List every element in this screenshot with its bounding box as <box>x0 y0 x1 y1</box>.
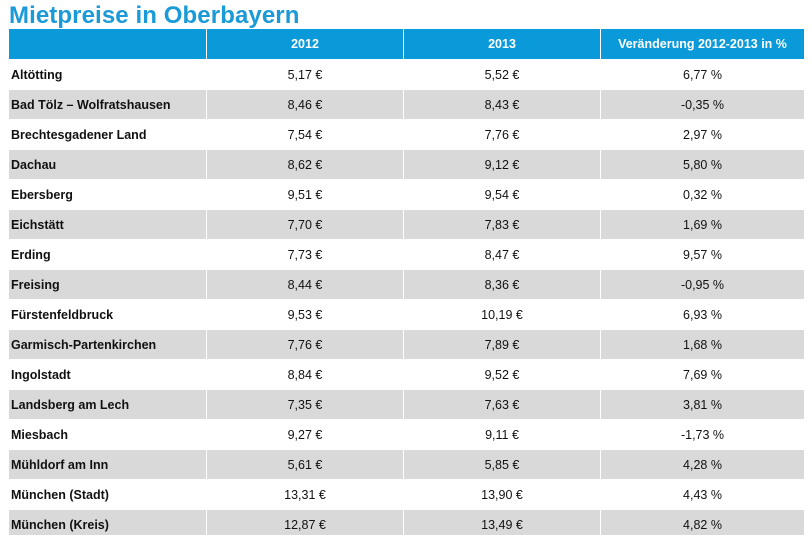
table-row: München (Stadt) 13,31 €13,90 €4,43 % <box>9 479 804 509</box>
row-change-cell: 4,82 % <box>600 509 804 535</box>
row-2012-cell: 9,53 € <box>206 299 403 329</box>
row-change-cell: 4,43 % <box>600 479 804 509</box>
row-2012-cell: 9,27 € <box>206 419 403 449</box>
page-title: Mietpreise in Oberbayern <box>9 2 300 29</box>
row-region-cell: Dachau <box>9 149 206 179</box>
row-region-cell: Bad Tölz – Wolfratshausen <box>9 89 206 119</box>
table-row: Ebersberg 9,51 €9,54 €0,32 % <box>9 179 804 209</box>
row-2012-cell: 8,44 € <box>206 269 403 299</box>
row-2013-cell: 5,85 € <box>403 449 600 479</box>
row-2012-cell: 8,84 € <box>206 359 403 389</box>
row-2012-cell: 7,73 € <box>206 239 403 269</box>
table-row: Garmisch-Partenkirchen 7,76 €7,89 €1,68 % <box>9 329 804 359</box>
row-region-cell: Mühldorf am Inn <box>9 449 206 479</box>
row-region-cell: Fürstenfeldbruck <box>9 299 206 329</box>
table-row: Mühldorf am Inn 5,61 €5,85 €4,28 % <box>9 449 804 479</box>
row-2012-cell: 8,46 € <box>206 89 403 119</box>
row-2013-cell: 8,43 € <box>403 89 600 119</box>
row-change-cell: -1,73 % <box>600 419 804 449</box>
table-header: 2012 2013 Veränderung 2012-2013 in % <box>9 29 804 59</box>
row-change-cell: -0,35 % <box>600 89 804 119</box>
row-region-cell: Garmisch-Partenkirchen <box>9 329 206 359</box>
table-row: Bad Tölz – Wolfratshausen 8,46 €8,43 € -0,… <box>9 89 804 119</box>
row-2013-cell: 8,47 € <box>403 239 600 269</box>
header-cell-2012: 2012 <box>206 29 403 59</box>
table-row: Brechtesgadener Land 7,54 €7,76 €2,97 % <box>9 119 804 149</box>
row-change-cell: 1,68 % <box>600 329 804 359</box>
header-cell-change: Veränderung 2012-2013 in % <box>600 29 804 59</box>
row-2012-cell: 13,31 € <box>206 479 403 509</box>
row-change-cell: 1,69 % <box>600 209 804 239</box>
row-region-cell: München (Stadt) <box>9 479 206 509</box>
row-region-cell: Freising <box>9 269 206 299</box>
header-row: 2012 2013 Veränderung 2012-2013 in % <box>9 29 804 59</box>
row-change-cell: 0,32 % <box>600 179 804 209</box>
row-change-cell: 3,81 % <box>600 389 804 419</box>
table-row: Landsberg am Lech 7,35 €7,63 €3,81 % <box>9 389 804 419</box>
row-change-cell: -0,95 % <box>600 269 804 299</box>
row-change-cell: 5,80 % <box>600 149 804 179</box>
table-row: Altötting 5,17 €5,52 €6,77 % <box>9 59 804 89</box>
row-2012-cell: 5,61 € <box>206 449 403 479</box>
row-2012-cell: 9,51 € <box>206 179 403 209</box>
row-2013-cell: 8,36 € <box>403 269 600 299</box>
row-2012-cell: 5,17 € <box>206 59 403 89</box>
row-2013-cell: 7,83 € <box>403 209 600 239</box>
row-2013-cell: 10,19 € <box>403 299 600 329</box>
row-2013-cell: 9,54 € <box>403 179 600 209</box>
rent-table: 2012 2013 Veränderung 2012-2013 in % Alt… <box>9 29 804 535</box>
header-cell-region <box>9 29 206 59</box>
row-2013-cell: 7,76 € <box>403 119 600 149</box>
row-region-cell: München (Kreis) <box>9 509 206 535</box>
table-body: Altötting 5,17 €5,52 €6,77 % Bad Tölz – Wo… <box>9 59 804 535</box>
row-region-cell: Miesbach <box>9 419 206 449</box>
row-2012-cell: 12,87 € <box>206 509 403 535</box>
row-2013-cell: 9,12 € <box>403 149 600 179</box>
row-region-cell: Ingolstadt <box>9 359 206 389</box>
row-region-cell: Erding <box>9 239 206 269</box>
table-row: Dachau 8,62 €9,12 €5,80 % <box>9 149 804 179</box>
row-2013-cell: 9,11 € <box>403 419 600 449</box>
row-region-cell: Eichstätt <box>9 209 206 239</box>
row-region-cell: Altötting <box>9 59 206 89</box>
row-change-cell: 6,77 % <box>600 59 804 89</box>
row-change-cell: 6,93 % <box>600 299 804 329</box>
row-2012-cell: 7,35 € <box>206 389 403 419</box>
table-row: Miesbach 9,27 €9,11 € -1,73 % <box>9 419 804 449</box>
row-region-cell: Ebersberg <box>9 179 206 209</box>
row-change-cell: 9,57 % <box>600 239 804 269</box>
row-2012-cell: 7,54 € <box>206 119 403 149</box>
table-row: Erding 7,73 €8,47 €9,57 % <box>9 239 804 269</box>
row-change-cell: 2,97 % <box>600 119 804 149</box>
row-2013-cell: 9,52 € <box>403 359 600 389</box>
row-2013-cell: 13,90 € <box>403 479 600 509</box>
row-2013-cell: 7,63 € <box>403 389 600 419</box>
row-2013-cell: 7,89 € <box>403 329 600 359</box>
row-2012-cell: 8,62 € <box>206 149 403 179</box>
row-change-cell: 7,69 % <box>600 359 804 389</box>
row-2013-cell: 13,49 € <box>403 509 600 535</box>
row-region-cell: Landsberg am Lech <box>9 389 206 419</box>
row-2013-cell: 5,52 € <box>403 59 600 89</box>
header-cell-2013: 2013 <box>403 29 600 59</box>
table-row: München (Kreis) 12,87 €13,49 €4,82 % <box>9 509 804 535</box>
table-row: Eichstätt 7,70 €7,83 €1,69 % <box>9 209 804 239</box>
row-change-cell: 4,28 % <box>600 449 804 479</box>
row-region-cell: Brechtesgadener Land <box>9 119 206 149</box>
table-row: Fürstenfeldbruck 9,53 €10,19 €6,93 % <box>9 299 804 329</box>
table-row: Freising 8,44 €8,36 € -0,95 % <box>9 269 804 299</box>
table-row: Ingolstadt 8,84 €9,52 €7,69 % <box>9 359 804 389</box>
row-2012-cell: 7,76 € <box>206 329 403 359</box>
row-2012-cell: 7,70 € <box>206 209 403 239</box>
